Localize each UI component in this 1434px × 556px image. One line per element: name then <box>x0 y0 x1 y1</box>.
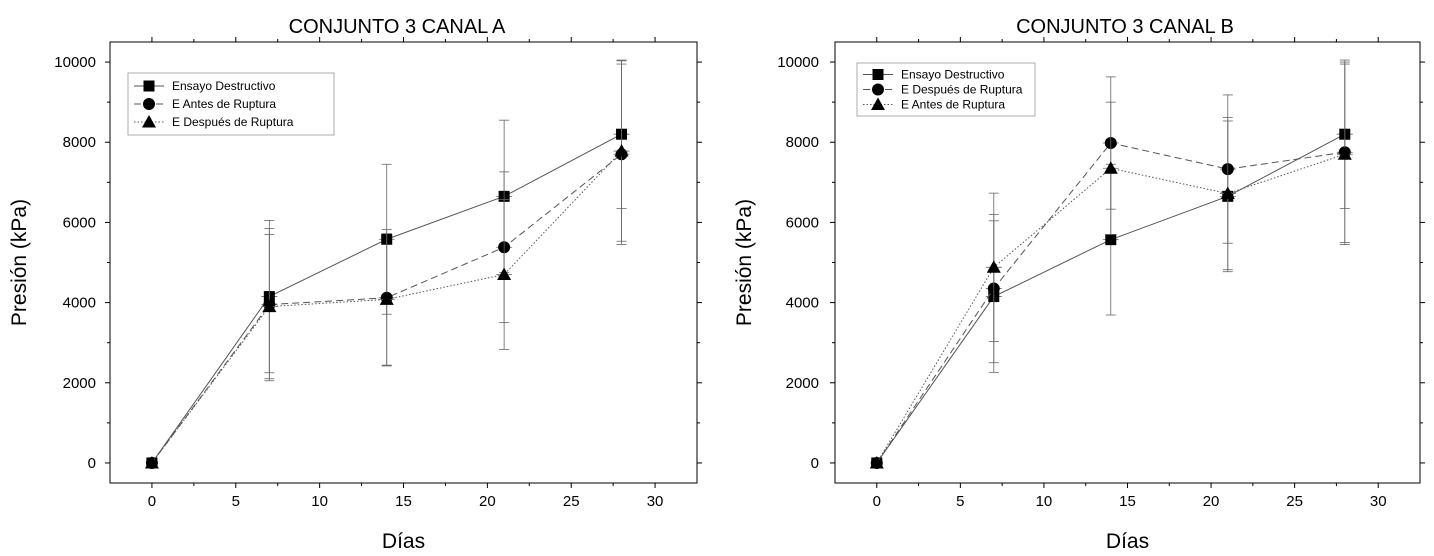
x-tick-label: 30 <box>647 493 664 510</box>
x-tick-label: 5 <box>956 493 964 510</box>
x-tick-label: 10 <box>311 493 328 510</box>
data-point <box>869 455 884 469</box>
y-tick-label: 2000 <box>786 375 819 392</box>
legend: Ensayo Destructivo E Antes de Ruptura E De… <box>127 72 335 136</box>
chart-title: CONJUNTO 3 CANAL A <box>289 16 506 38</box>
x-tick-label: 25 <box>1286 493 1303 510</box>
chart-panel-a: CONJUNTO 3 CANAL A 0 5 10 15 20 25 30 0 2000 4000 6… <box>8 16 702 553</box>
data-point <box>379 292 394 305</box>
x-tick-label: 25 <box>563 493 580 510</box>
chart-panel-b: CONJUNTO 3 CANAL B 0 5 10 15 20 25 30 0 2000 4000 6… <box>717 0 1434 556</box>
series-line <box>151 150 622 464</box>
data-point <box>262 299 277 313</box>
y-tick-label: 6000 <box>786 214 819 231</box>
legend-label: E Antes de Ruptura <box>172 97 276 111</box>
y-tick-label: 10000 <box>777 54 819 71</box>
y-tick-label: 10000 <box>54 54 96 71</box>
y-tick-label: 4000 <box>63 295 96 312</box>
data-point <box>1220 186 1235 200</box>
y-tick-label: 8000 <box>63 134 96 151</box>
legend-marker <box>872 83 884 96</box>
x-tick-label: 5 <box>232 493 240 510</box>
legend-label: Ensayo Destructivo <box>901 68 1005 82</box>
legend-marker <box>872 69 884 80</box>
data-point <box>1105 234 1117 246</box>
x-tick-label: 15 <box>395 493 412 510</box>
x-tick-label: 20 <box>1203 493 1220 510</box>
x-axis-label: Días <box>382 530 425 553</box>
data-point <box>1337 147 1352 160</box>
legend-label: E Antes de Ruptura <box>901 98 1005 112</box>
chart-a-svg: CONJUNTO 3 CANAL A 0 5 10 15 20 25 30 0 2000 4000 6… <box>8 16 702 553</box>
y-tick-label: 0 <box>811 455 819 472</box>
series-2 <box>144 60 630 469</box>
y-tick-label: 6000 <box>63 214 96 231</box>
legend-label: E Después de Ruptura <box>901 83 1023 97</box>
y-tick-label: 0 <box>88 455 96 472</box>
series-2 <box>869 63 1353 469</box>
chart-b-svg: CONJUNTO 3 CANAL B 0 5 10 15 20 25 30 0 2000 4000 6… <box>733 16 1425 553</box>
data-point <box>986 260 1001 273</box>
data-point <box>497 267 512 281</box>
x-axis-label: Días <box>1106 530 1149 553</box>
data-point <box>1103 161 1118 174</box>
series-line <box>876 153 1345 464</box>
y-axis-label: Presión (kPa) <box>733 199 756 326</box>
legend-marker <box>142 115 156 128</box>
x-tick-label: 30 <box>1370 493 1387 510</box>
data-point <box>614 144 629 157</box>
y-tick-label: 8000 <box>786 134 819 151</box>
y-tick-label: 2000 <box>63 375 96 392</box>
series-0 <box>871 59 1353 469</box>
legend-label: Ensayo Destructivo <box>172 79 276 93</box>
legend-marker <box>871 97 885 110</box>
data-point <box>144 455 159 469</box>
x-tick-label: 0 <box>148 493 156 510</box>
x-tick-label: 15 <box>1119 493 1136 510</box>
series-1 <box>870 61 1353 469</box>
chart-title: CONJUNTO 3 CANAL B <box>1016 16 1234 38</box>
y-tick-label: 4000 <box>786 295 819 312</box>
legend-label: E Después de Ruptura <box>172 115 294 129</box>
legend-marker <box>143 80 155 92</box>
x-tick-label: 0 <box>873 493 881 510</box>
legend-marker <box>143 98 155 110</box>
x-tick-label: 10 <box>1036 493 1053 510</box>
x-tick-label: 20 <box>479 493 496 510</box>
y-axis-label: Presión (kPa) <box>8 199 31 326</box>
